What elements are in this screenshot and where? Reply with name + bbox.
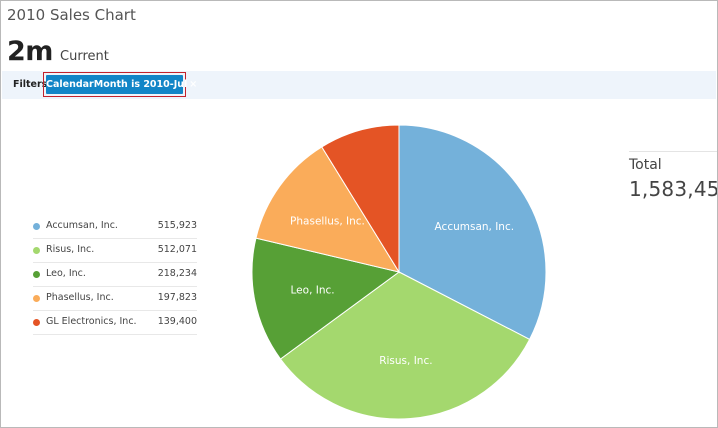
slice-label: Leo, Inc. [291, 285, 335, 297]
legend-swatch-icon [33, 271, 40, 278]
metric-value: 2m [7, 36, 53, 67]
filter-bar: Filters CalendarMonth is 2010-Jul × [2, 71, 716, 99]
filter-chip-highlight [43, 72, 186, 97]
pie-slice[interactable] [321, 124, 400, 274]
legend-item-name: Risus, Inc. [46, 244, 95, 255]
legend-swatch-icon [33, 319, 40, 326]
legend-item[interactable]: Risus, Inc. 512,071 [33, 239, 197, 263]
total-value: 1,583,451 [629, 177, 717, 201]
pie-slice[interactable] [251, 237, 401, 360]
pie-slice[interactable] [255, 146, 401, 273]
legend-item[interactable]: Leo, Inc. 218,234 [33, 263, 197, 287]
filter-chip-text: CalendarMonth is 2010-Jul [46, 79, 188, 90]
legend-swatch-icon [33, 295, 40, 302]
legend-item[interactable]: GL Electronics, Inc. 139,400 [33, 311, 197, 335]
legend-item-value: 139,400 [157, 316, 197, 327]
headline-metric: 2m Current [7, 36, 109, 67]
pie-slice[interactable] [279, 271, 531, 420]
legend-item-name: Phasellus, Inc. [46, 292, 114, 303]
legend-item-name: Leo, Inc. [46, 268, 86, 279]
legend-item-value: 515,923 [157, 220, 197, 231]
legend-item-value: 218,234 [157, 268, 197, 279]
slice-label: Risus, Inc. [379, 355, 432, 367]
filter-remove-icon[interactable]: × [189, 79, 198, 90]
legend-item[interactable]: Phasellus, Inc. 197,823 [33, 287, 197, 311]
legend-item-value: 512,071 [157, 244, 197, 255]
legend-swatch-icon [33, 247, 40, 254]
legend-item[interactable]: Accumsan, Inc. 515,923 [33, 215, 197, 239]
filter-chip[interactable]: CalendarMonth is 2010-Jul × [46, 75, 197, 94]
metric-label: Current [60, 49, 109, 64]
chart-title: 2010 Sales Chart [7, 6, 136, 24]
total-label: Total [629, 157, 662, 173]
slice-label: Accumsan, Inc. [435, 221, 515, 233]
legend-item-name: GL Electronics, Inc. [46, 316, 137, 327]
pie-slice[interactable] [398, 124, 547, 341]
legend-swatch-icon [33, 223, 40, 230]
chart-legend: Accumsan, Inc. 515,923 Risus, Inc. 512,071 L… [33, 215, 197, 335]
total-divider [629, 151, 717, 152]
legend-item-name: Accumsan, Inc. [46, 220, 118, 231]
slice-label: Phasellus, Inc. [290, 215, 365, 227]
filters-label: Filters [13, 79, 48, 90]
legend-item-value: 197,823 [157, 292, 197, 303]
